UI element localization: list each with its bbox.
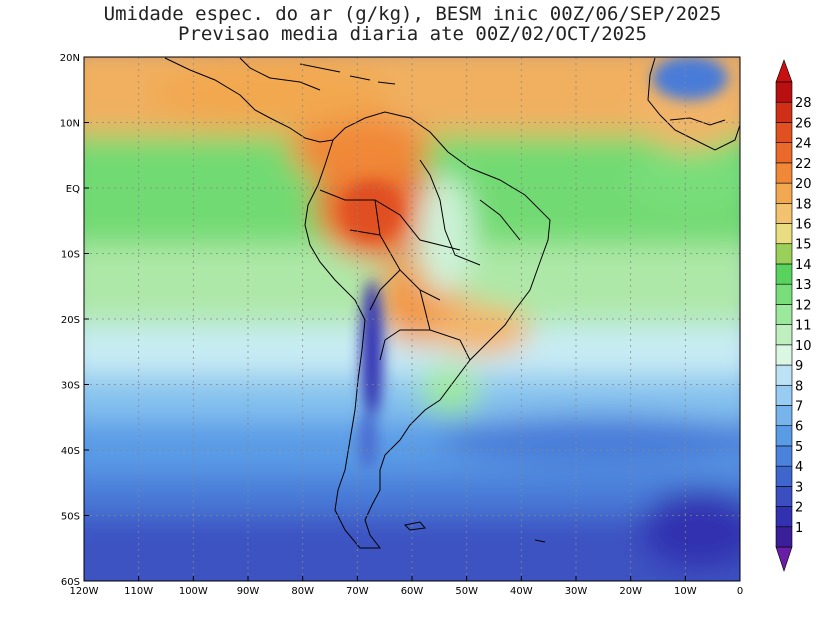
- lat-tick-label: 20N: [60, 53, 80, 64]
- lat-tick-label: 50S: [61, 512, 80, 523]
- colorbar-segment: [775, 283, 793, 305]
- lon-tick-label: 20W: [619, 586, 642, 597]
- lon-tick-label: 110W: [124, 586, 153, 597]
- lon-tick-label: 50W: [455, 586, 478, 597]
- lat-tick-label: 10N: [60, 119, 80, 130]
- colorbar-label: 18: [795, 197, 812, 212]
- colorbar-label: 13: [795, 278, 812, 293]
- colorbar-label: 5: [795, 440, 803, 455]
- colorbar-segment: [775, 122, 793, 143]
- lon-tick-label: 80W: [291, 586, 314, 597]
- colorbar-max-arrow: [775, 59, 793, 83]
- lon-tick-label: 100W: [179, 586, 208, 597]
- colorbar-label: 26: [795, 116, 812, 131]
- colorbar-label: 3: [795, 480, 803, 495]
- lon-tick-label: 10W: [674, 586, 697, 597]
- lon-tick-label: 30W: [565, 586, 588, 597]
- colorbar-label: 14: [795, 258, 812, 273]
- colorbar-segment: [775, 223, 793, 245]
- lat-tick-label: EQ: [66, 184, 80, 195]
- colorbar-label: 24: [795, 137, 812, 152]
- lon-tick-label: 40W: [510, 586, 533, 597]
- colorbar-segment: [775, 304, 793, 325]
- colorbar-label: 15: [795, 238, 812, 253]
- colorbar-label: 6: [795, 420, 803, 435]
- colorbar-segment: [775, 263, 793, 285]
- colorbar-segment: [775, 384, 793, 406]
- chart-title-line2: Previsao media diaria ate 00Z/02/OCT/202…: [178, 23, 647, 45]
- lat-tick-label: 30S: [61, 381, 80, 392]
- colorbar-label: 9: [795, 359, 803, 374]
- colorbar-segment: [775, 243, 793, 265]
- grid-lines: [84, 57, 740, 581]
- colorbar-label: 11: [795, 319, 812, 334]
- lon-tick-label: 70W: [346, 586, 369, 597]
- chart-title-line1: Umidade espec. do ar (g/kg), BESM inic 0…: [103, 3, 722, 25]
- colorbar-segment: [775, 526, 793, 548]
- colorbar-label: 16: [795, 218, 812, 233]
- colorbar-label: 10: [795, 339, 812, 354]
- colorbar-segment: [775, 405, 793, 426]
- lon-tick-label: 90W: [237, 586, 260, 597]
- colorbar-label: 2: [795, 501, 803, 516]
- colorbar-segment: [775, 465, 793, 487]
- colorbar-label: 28: [795, 96, 812, 111]
- colorbar-segment: [775, 162, 793, 184]
- humidity-field: [84, 57, 740, 581]
- colorbar-segment: [775, 364, 793, 386]
- lat-tick-label: 10S: [61, 250, 80, 261]
- colorbar-segment: [775, 344, 793, 366]
- lat-tick-label: 60S: [61, 577, 80, 588]
- colorbar-segment: [775, 81, 793, 103]
- axis-ticks: 120W 110W 100W 90W 80W 70W 60W 50W 40W 30W 20W 10W 0…: [60, 53, 743, 597]
- colorbar-segment: [775, 101, 793, 123]
- lat-tick-label: 20S: [61, 315, 80, 326]
- lon-tick-label: 120W: [70, 586, 99, 597]
- colorbar-label: 20: [795, 177, 812, 192]
- colorbar-label: 12: [795, 298, 812, 313]
- colorbar-segment: [775, 486, 793, 507]
- colorbar-segment: [775, 445, 793, 467]
- colorbar-segment: [775, 506, 793, 528]
- lat-tick-label: 40S: [61, 446, 80, 457]
- colorbar-label: 1: [795, 521, 803, 536]
- lon-tick-label: 0: [737, 586, 743, 597]
- colorbar-label: 4: [795, 460, 803, 475]
- lon-tick-label: 60W: [401, 586, 424, 597]
- colorbar-segment: [775, 142, 793, 164]
- colorbar-segment: [775, 324, 793, 346]
- colorbar-label: 7: [795, 399, 803, 414]
- colorbar-label: 8: [795, 379, 803, 394]
- colorbar-segment: [775, 425, 793, 447]
- colorbar-min-arrow: [775, 546, 793, 572]
- colorbar-segment: [775, 182, 793, 204]
- coastlines: [164, 57, 740, 549]
- colorbar-segment: [775, 203, 793, 224]
- colorbar-label: 22: [795, 157, 812, 172]
